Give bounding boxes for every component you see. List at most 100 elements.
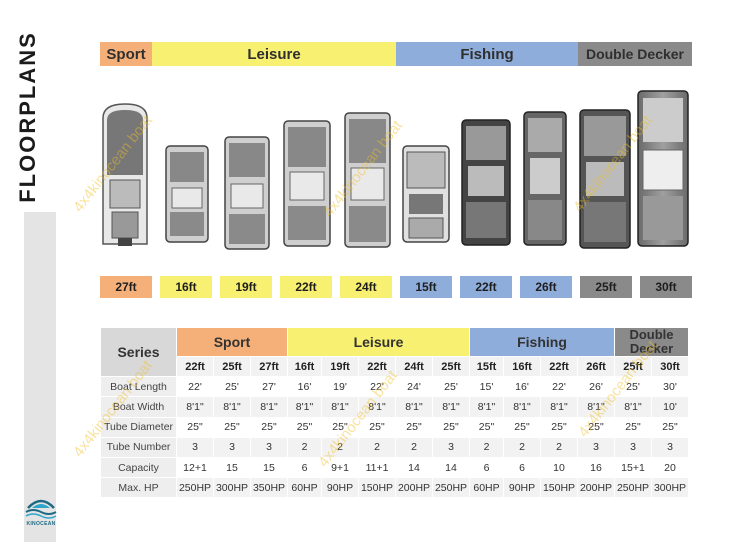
table-cell: 15: [213, 456, 251, 479]
table-cell: 25": [213, 416, 251, 438]
table-cell: 8'1": [176, 396, 214, 418]
boat-floorplan-leisure-19ft: [224, 136, 270, 250]
table-cell: 25": [250, 416, 288, 438]
table-cell: 25": [469, 416, 504, 438]
table-cell: 2: [503, 436, 541, 458]
table-size-header: 16ft: [503, 355, 541, 378]
table-cell: 11+1: [358, 456, 396, 479]
kinocean-logo-icon: [25, 499, 57, 519]
table-size-header: 25ft: [614, 355, 652, 378]
table-cell: 250HP: [614, 477, 652, 499]
table-cell: 14: [395, 456, 433, 479]
boat-floorplan-leisure-24ft: [344, 112, 391, 248]
table-cell: 22': [540, 376, 578, 398]
table-size-header: 15ft: [469, 355, 504, 378]
table-row: Tube Number 3 3 3 2 2 2 2 3 2 2 2 3 3 3: [100, 436, 689, 458]
table-row-label: Boat Length: [100, 376, 177, 398]
table-cell: 200HP: [395, 477, 433, 499]
table-cell: 9+1: [321, 456, 359, 479]
table-cell: 6: [469, 456, 504, 479]
table-cell: 14: [432, 456, 470, 479]
table-cell: 60HP: [287, 477, 322, 499]
table-cell: 25': [213, 376, 251, 398]
table-cell: 24': [395, 376, 433, 398]
table-size-header: 22ft: [358, 355, 396, 378]
boat-floorplan-sport-27ft: [102, 103, 148, 246]
category-sport: Sport: [106, 45, 146, 63]
category-bar: Double Decker: [578, 42, 692, 66]
table-cell: 8'1": [503, 396, 541, 418]
table-cell: 25": [321, 416, 359, 438]
table-cell: 350HP: [250, 477, 288, 499]
table-cell: 25': [432, 376, 470, 398]
boat-floorplan-double-decker-30ft: [637, 90, 689, 247]
table-cell: 25": [358, 416, 396, 438]
table-cell: 250HP: [432, 477, 470, 499]
table-cell: 25": [395, 416, 433, 438]
table-cell: 22': [176, 376, 214, 398]
table-cell: 26': [577, 376, 615, 398]
size-label-sport-27ft: 27ft: [100, 276, 152, 298]
size-label-fishing-22ft: 22ft: [460, 276, 512, 298]
size-label-leisure-16ft: 16ft: [160, 276, 212, 298]
table-size-row: 22ft 25ft 27ft 16ft 19ft 22ft 24ft 25ft 15ft 16ft…: [101, 355, 689, 378]
table-cell: 2: [395, 436, 433, 458]
table-header-row: Series Sport Leisure Fishing Double Deck…: [100, 326, 689, 378]
table-cell: 25": [614, 416, 652, 438]
table-size-header: 25ft: [432, 355, 470, 378]
category-bar: Sport: [100, 42, 152, 66]
table-cell: 150HP: [540, 477, 578, 499]
table-row: Capacity 12+1 15 15 6 9+1 11+1 14 14 6 6 10 16 15+1 20: [100, 456, 689, 479]
table-row-label: Tube Number: [100, 436, 177, 458]
boat-floorplan-leisure-16ft: [165, 145, 209, 243]
table-header-sport: Sport: [176, 327, 288, 357]
side-bar: [24, 212, 56, 542]
table-cell: 8'1": [287, 396, 322, 418]
size-label-leisure-22ft: 22ft: [280, 276, 332, 298]
table-cell: 30': [651, 376, 689, 398]
table-row: Boat Length 22' 25' 27' 16' 19' 22' 24' 25' 15' 16…: [100, 376, 689, 398]
table-cell: 3: [614, 436, 652, 458]
table-cell: 25": [577, 416, 615, 438]
category-fishing: Fishing: [460, 45, 514, 63]
table-cell: 3: [651, 436, 689, 458]
table-cell: 15+1: [614, 456, 652, 479]
table-size-header: 26ft: [577, 355, 615, 378]
table-cell: 8'1": [358, 396, 396, 418]
table-cell: 2: [469, 436, 504, 458]
table-cell: 25": [651, 416, 689, 438]
table-cell: 12+1: [176, 456, 214, 479]
table-size-header: 30ft: [651, 355, 689, 378]
specifications-table: Series Sport Leisure Fishing Double Deck…: [100, 326, 689, 499]
table-cell: 8'1": [614, 396, 652, 418]
table-cell: 25": [503, 416, 541, 438]
table-cell: 200HP: [577, 477, 615, 499]
table-cell: 2: [287, 436, 322, 458]
size-label-leisure-24ft: 24ft: [340, 276, 392, 298]
table-cell: 25": [540, 416, 578, 438]
size-label-double-decker-25ft: 25ft: [580, 276, 632, 298]
table-size-header: 22ft: [540, 355, 578, 378]
table-header-leisure: Leisure: [287, 327, 470, 357]
table-row-label: Capacity: [100, 456, 177, 479]
category-bar: Leisure: [152, 42, 396, 66]
table-cell: 16: [577, 456, 615, 479]
table-size-header: 19ft: [321, 355, 359, 378]
table-cell: 8'1": [469, 396, 504, 418]
table-cell: 25": [432, 416, 470, 438]
table-size-header: 16ft: [287, 355, 322, 378]
table-cell: 8'1": [213, 396, 251, 418]
size-label-leisure-19ft: 19ft: [220, 276, 272, 298]
table-cell: 8'1": [321, 396, 359, 418]
table-cell: 150HP: [358, 477, 396, 499]
table-cell: 8'1": [540, 396, 578, 418]
table-row: Boat Width 8'1" 8'1" 8'1" 8'1" 8'1" 8'1" 8'1" 8'…: [100, 396, 689, 418]
table-cell: 300HP: [213, 477, 251, 499]
category-double-decker: Double Decker: [585, 46, 685, 62]
table-header-double-decker: Double Decker: [614, 327, 689, 357]
table-cell: 25": [287, 416, 322, 438]
table-cell: 10': [651, 396, 689, 418]
table-cell: 15': [469, 376, 504, 398]
table-cell: 25': [614, 376, 652, 398]
table-cell: 300HP: [651, 477, 689, 499]
